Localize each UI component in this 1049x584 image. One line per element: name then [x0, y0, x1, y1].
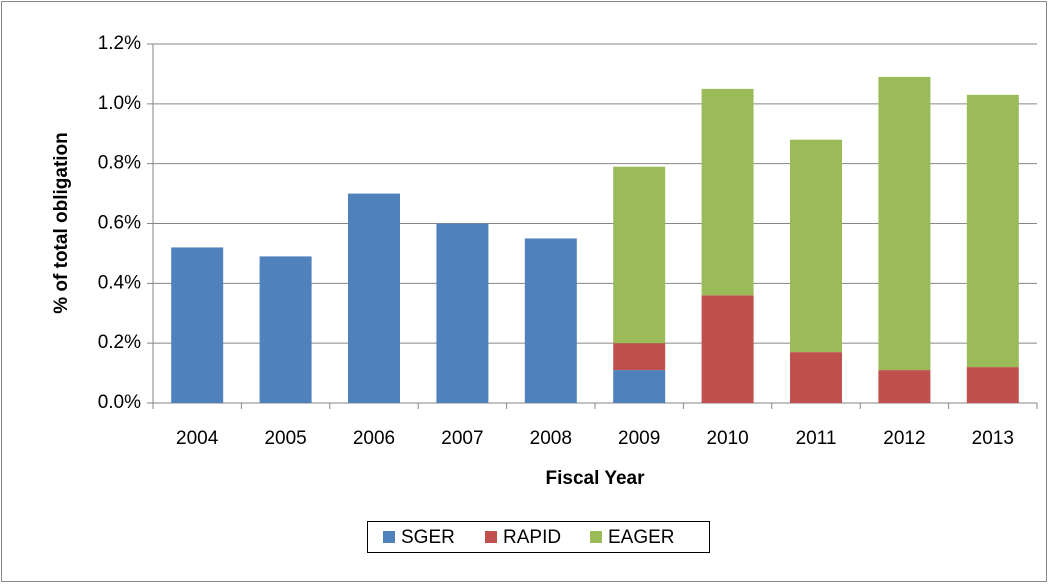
bar-segment — [524, 238, 577, 403]
legend-label: SGER — [401, 527, 455, 548]
legend-swatch — [383, 531, 395, 543]
bar-segment — [878, 370, 931, 403]
bar-segment — [259, 256, 312, 403]
legend-box — [367, 521, 710, 553]
x-tick-label: 2010 — [706, 428, 748, 449]
bar-segment — [348, 193, 400, 403]
bar-segment — [878, 76, 931, 371]
x-tick-label: 2012 — [883, 428, 925, 449]
bar-segment — [613, 343, 666, 371]
x-tick-label: 2011 — [796, 428, 837, 449]
x-axis-title: Fiscal Year — [546, 468, 646, 489]
x-tick-label: 2005 — [264, 428, 306, 449]
bar-segment — [701, 88, 754, 296]
y-tick-label: 1.2% — [98, 33, 141, 54]
y-tick-label: 0.2% — [98, 332, 141, 353]
legend-swatch — [485, 531, 497, 543]
x-tick-label: 2008 — [530, 428, 572, 449]
x-tick-label: 2013 — [972, 428, 1014, 449]
y-tick-label: 1.0% — [98, 93, 141, 114]
y-tick-label: 0.0% — [98, 392, 141, 413]
bar-segment — [966, 94, 1019, 368]
y-tick-label: 0.6% — [98, 213, 141, 234]
bar-segment — [613, 166, 666, 344]
bar-segment — [701, 295, 754, 403]
legend-label: RAPID — [503, 527, 561, 548]
x-tick-label: 2007 — [441, 428, 483, 449]
x-tick-label: 2004 — [176, 428, 219, 449]
bar-segment — [790, 139, 842, 353]
y-axis-title: % of total obligation — [51, 132, 72, 314]
bar-segment — [171, 247, 224, 403]
bar-segment — [613, 370, 666, 403]
bar-segment — [966, 367, 1019, 403]
legend-swatch — [590, 531, 602, 543]
x-tick-label: 2006 — [353, 428, 395, 449]
legend-label: EAGER — [608, 527, 675, 548]
y-tick-label: 0.8% — [98, 153, 141, 174]
bar-segment — [790, 352, 842, 403]
bar-segment — [436, 223, 489, 403]
x-tick-label: 2009 — [618, 428, 660, 449]
y-tick-label: 0.4% — [98, 272, 141, 293]
